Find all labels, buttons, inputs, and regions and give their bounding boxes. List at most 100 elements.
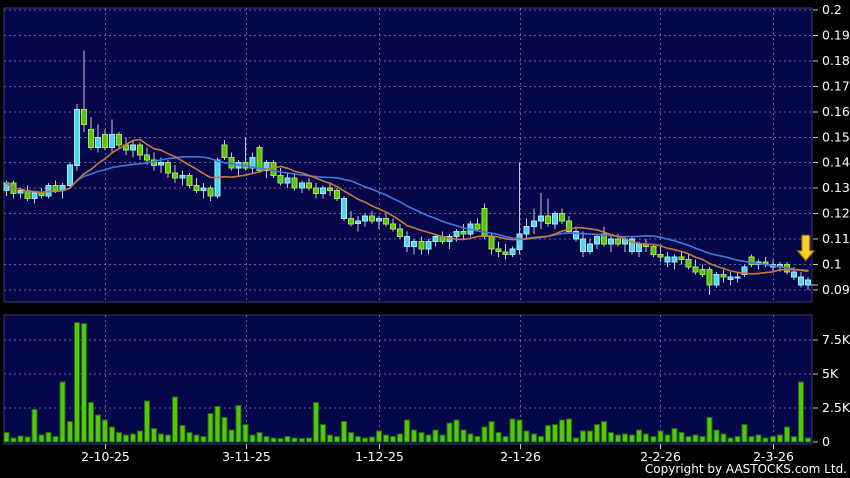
candle-body-green bbox=[101, 134, 108, 148]
price-axis-label: 0.18 bbox=[822, 53, 850, 68]
volume-bar bbox=[748, 436, 755, 443]
volume-bar bbox=[200, 436, 207, 443]
volume-bar bbox=[284, 436, 291, 443]
candle-body-cyan bbox=[319, 187, 326, 194]
candle-body-cyan bbox=[200, 187, 207, 192]
candle-body-green bbox=[38, 192, 45, 197]
price-axis-label: 0.13 bbox=[822, 180, 850, 195]
candle-body-green bbox=[488, 236, 495, 250]
candle-body-green bbox=[80, 108, 87, 126]
volume-bar bbox=[369, 436, 376, 443]
candle-body-green bbox=[186, 174, 193, 187]
volume-bar bbox=[270, 437, 277, 443]
volume-bar bbox=[17, 435, 24, 443]
volume-bar bbox=[509, 418, 516, 443]
candle-body-green bbox=[52, 185, 59, 192]
copyright-text: Copyright by AASTOCKS.com Ltd. bbox=[644, 462, 847, 476]
volume-bar bbox=[221, 417, 228, 443]
volume-bar bbox=[10, 437, 17, 443]
candle-body-cyan bbox=[636, 243, 643, 253]
candle-body-green bbox=[502, 251, 509, 255]
price-axis-label: 0.1 bbox=[822, 257, 842, 272]
price-pane-background[interactable] bbox=[3, 7, 813, 303]
candle-body-green bbox=[333, 190, 340, 199]
candle-body-green bbox=[720, 274, 727, 278]
candle-body-cyan bbox=[594, 236, 600, 245]
volume-bar bbox=[362, 437, 368, 443]
candle-body-green bbox=[193, 185, 200, 192]
volume-bar bbox=[776, 434, 783, 443]
candle-body-cyan bbox=[31, 192, 38, 199]
volume-bar bbox=[797, 381, 804, 443]
candle-body-green bbox=[305, 182, 312, 189]
volume-bar bbox=[769, 436, 776, 443]
x-axis-label: 1-12-25 bbox=[355, 449, 404, 464]
volume-axis-label: 2.5K bbox=[822, 400, 850, 415]
volume-bar bbox=[446, 422, 453, 443]
candle-body-green bbox=[256, 146, 263, 171]
candle-body-green bbox=[565, 220, 572, 232]
volume-bar bbox=[692, 434, 699, 443]
volume-bar bbox=[523, 430, 530, 443]
volume-bar bbox=[551, 423, 558, 443]
volume-bar bbox=[460, 429, 467, 443]
candle-body-green bbox=[558, 213, 565, 222]
volume-bar bbox=[643, 433, 650, 443]
candle-body-green bbox=[460, 230, 467, 235]
candle-body-cyan bbox=[355, 220, 361, 225]
volume-bar bbox=[720, 433, 727, 443]
candle-body-green bbox=[650, 246, 657, 255]
candle-body-green bbox=[348, 218, 354, 225]
candle-body-cyan bbox=[741, 266, 748, 276]
volume-bar bbox=[73, 321, 80, 443]
volume-bar bbox=[404, 419, 411, 443]
volume-bar bbox=[66, 421, 73, 443]
price-axis-label: 0.14 bbox=[822, 155, 850, 170]
candle-body-cyan bbox=[158, 162, 165, 166]
volume-bar bbox=[432, 429, 439, 443]
candle-body-green bbox=[144, 154, 151, 161]
volume-bar bbox=[783, 426, 790, 443]
volume-bar bbox=[333, 436, 340, 443]
volume-bar bbox=[587, 430, 593, 443]
volume-bar bbox=[488, 421, 495, 443]
x-axis-label: 2-10-25 bbox=[81, 449, 130, 464]
volume-bar bbox=[326, 434, 333, 443]
volume-bar bbox=[158, 433, 165, 443]
candle-body-cyan bbox=[404, 236, 411, 248]
volume-bar bbox=[671, 427, 678, 443]
candle-body-cyan bbox=[453, 230, 460, 237]
volume-bar bbox=[572, 437, 579, 443]
volume-bar bbox=[277, 438, 284, 443]
volume-bar bbox=[580, 430, 586, 443]
ma-line-slow bbox=[5, 156, 809, 273]
volume-bar bbox=[383, 434, 390, 443]
volume-bar bbox=[474, 436, 481, 443]
candle-body-green bbox=[277, 174, 284, 184]
candle-body-green bbox=[495, 248, 502, 253]
volume-bar bbox=[594, 423, 600, 443]
volume-bar bbox=[312, 402, 319, 443]
volume-bar bbox=[713, 429, 720, 443]
x-axis-label: 2-2-26 bbox=[640, 449, 681, 464]
candle-body-green bbox=[474, 223, 481, 230]
volume-bar bbox=[467, 433, 474, 443]
volume-bar bbox=[45, 432, 52, 443]
volume-bar bbox=[636, 429, 643, 443]
volume-bar bbox=[179, 425, 186, 443]
volume-bar bbox=[495, 432, 502, 443]
candle-body-green bbox=[692, 266, 699, 273]
volume-bar bbox=[3, 432, 10, 443]
ma-line-fast bbox=[5, 138, 809, 275]
candle-body-green bbox=[137, 144, 144, 156]
candle-body-green bbox=[615, 238, 622, 245]
candle-body-green bbox=[151, 159, 158, 166]
volume-bar bbox=[172, 396, 179, 443]
candle-body-cyan bbox=[298, 182, 305, 189]
candle-body-cyan bbox=[109, 134, 115, 148]
candle-body-cyan bbox=[523, 225, 530, 235]
volume-bar bbox=[348, 432, 354, 443]
volume-bar bbox=[137, 430, 144, 443]
